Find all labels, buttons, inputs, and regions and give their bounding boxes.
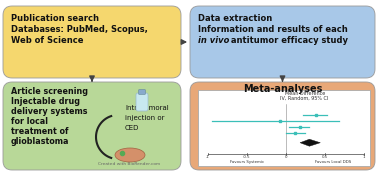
Text: CED: CED: [125, 125, 139, 131]
Text: Created with BioRender.com: Created with BioRender.com: [98, 162, 160, 166]
Text: Meta-analyses: Meta-analyses: [243, 84, 323, 94]
Text: 0: 0: [285, 156, 287, 159]
Text: Intratumoral: Intratumoral: [125, 105, 169, 111]
Text: Data extraction: Data extraction: [198, 14, 272, 23]
Text: delivery systems: delivery systems: [11, 107, 87, 116]
Text: for local: for local: [11, 117, 48, 126]
Text: Article screening: Article screening: [11, 87, 88, 96]
Text: 1: 1: [363, 156, 365, 159]
Text: Databases: PubMed, Scopus,: Databases: PubMed, Scopus,: [11, 25, 148, 34]
Text: Information and results of each: Information and results of each: [198, 25, 348, 34]
Text: treatment of: treatment of: [11, 127, 68, 136]
Text: antitumor efficacy study: antitumor efficacy study: [228, 36, 348, 45]
Text: Mean Difference: Mean Difference: [285, 91, 325, 96]
FancyBboxPatch shape: [136, 93, 148, 111]
Text: in vivo: in vivo: [198, 36, 229, 45]
Text: Publication search: Publication search: [11, 14, 99, 23]
Text: Favours Local DDS: Favours Local DDS: [314, 160, 351, 164]
Ellipse shape: [115, 148, 145, 162]
FancyBboxPatch shape: [190, 82, 375, 170]
FancyBboxPatch shape: [3, 82, 181, 170]
Polygon shape: [300, 139, 320, 146]
Text: Injectable drug: Injectable drug: [11, 97, 80, 106]
Text: -1: -1: [206, 156, 210, 159]
Text: -0.5: -0.5: [243, 156, 251, 159]
Text: injection or: injection or: [125, 115, 164, 121]
FancyBboxPatch shape: [198, 90, 370, 166]
Text: Favours Systemic: Favours Systemic: [230, 160, 264, 164]
FancyBboxPatch shape: [3, 6, 181, 78]
Text: IV, Random, 95% CI: IV, Random, 95% CI: [280, 96, 329, 101]
FancyBboxPatch shape: [138, 89, 146, 94]
Text: glioblastoma: glioblastoma: [11, 137, 70, 146]
Text: 0.5: 0.5: [322, 156, 328, 159]
Text: Web of Science: Web of Science: [11, 36, 84, 45]
FancyBboxPatch shape: [190, 6, 375, 78]
